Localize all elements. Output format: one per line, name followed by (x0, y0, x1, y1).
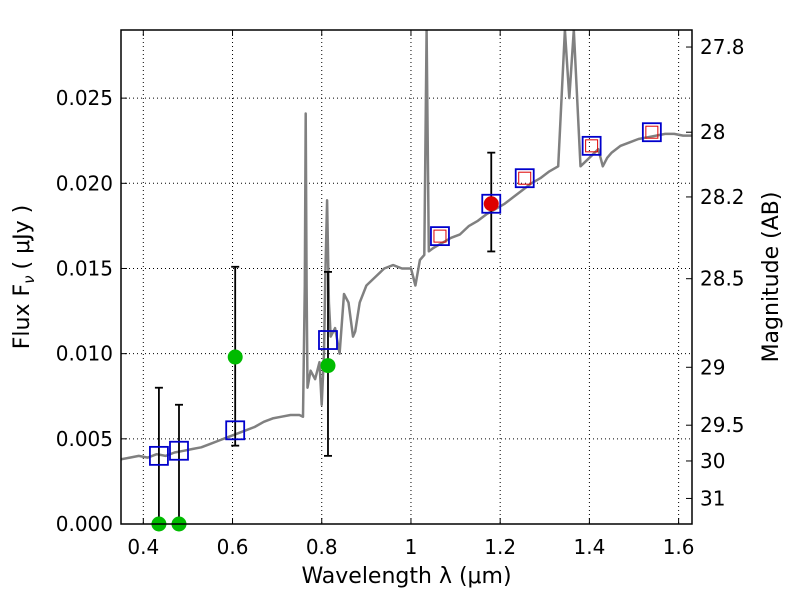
markers-layer (149, 122, 662, 532)
model-photometry-square (225, 420, 246, 441)
y2-tick-label: 28 (700, 120, 725, 144)
model-photometry-square (581, 135, 602, 156)
y-axis-label-main: Flux F (10, 284, 35, 349)
x-axis-label: Wavelength λ (μm) (301, 564, 511, 589)
y2-tick-label: 29 (700, 355, 725, 379)
photometry-inner-square (585, 139, 599, 153)
photometry-inner-square (433, 229, 447, 243)
ticks-layer: 0.4 0.6 0.8 1 1.2 1.4 1.6 0.000 0.005 0.010 0.015 0… (56, 30, 745, 559)
low-significance-point (320, 358, 336, 374)
y2-tick-label: 27.8 (700, 35, 745, 59)
x-tick-label: 1.6 (663, 535, 695, 559)
grid (121, 30, 692, 525)
plot-frame (120, 29, 693, 525)
y2-tick-label: 29.5 (700, 413, 745, 437)
y-tick-label: 0.005 (56, 427, 113, 451)
x-tick-label: 1 (405, 535, 418, 559)
model-photometry-square (149, 445, 169, 466)
y-tick-label: 0.020 (56, 171, 113, 195)
x-tick-label: 1.4 (573, 535, 605, 559)
x-tick-label: 1.2 (484, 535, 516, 559)
y2-tick-label: 31 (700, 486, 725, 510)
model-photometry-square (169, 440, 189, 461)
y-tick-label: 0.025 (56, 86, 113, 110)
y-axis-label-subscript: ν (20, 275, 38, 283)
spectrum-line (121, 30, 692, 461)
y2-tick-label: 30 (700, 449, 725, 473)
x-tick-label: 0.8 (306, 535, 338, 559)
photometry-inner-square (645, 125, 659, 139)
x-tick-label: 0.4 (127, 535, 159, 559)
photometry-inner-square (518, 171, 532, 185)
model-photometry-square (481, 193, 502, 214)
y-axis-label-unit: ( μJy ) (10, 205, 35, 270)
model-photometry-square (641, 122, 662, 143)
y-tick-label: 0.000 (56, 512, 113, 536)
y2-axis-label: Magnitude (AB) (759, 192, 784, 363)
y-axis-label: Flux Fν ( μJy ) (10, 205, 38, 349)
detection-point (483, 196, 499, 212)
y2-tick-label: 28.5 (700, 267, 745, 291)
y-tick-label: 0.010 (56, 342, 113, 366)
model-photometry-square (514, 168, 535, 189)
model-photometry-square (430, 226, 450, 247)
model-photometry-square (318, 330, 338, 350)
x-tick-label: 0.6 (217, 535, 249, 559)
spectrum-layer (121, 30, 692, 461)
y2-tick-label: 28.2 (700, 185, 745, 209)
y-tick-label: 0.015 (56, 256, 113, 280)
low-significance-point (227, 349, 243, 365)
